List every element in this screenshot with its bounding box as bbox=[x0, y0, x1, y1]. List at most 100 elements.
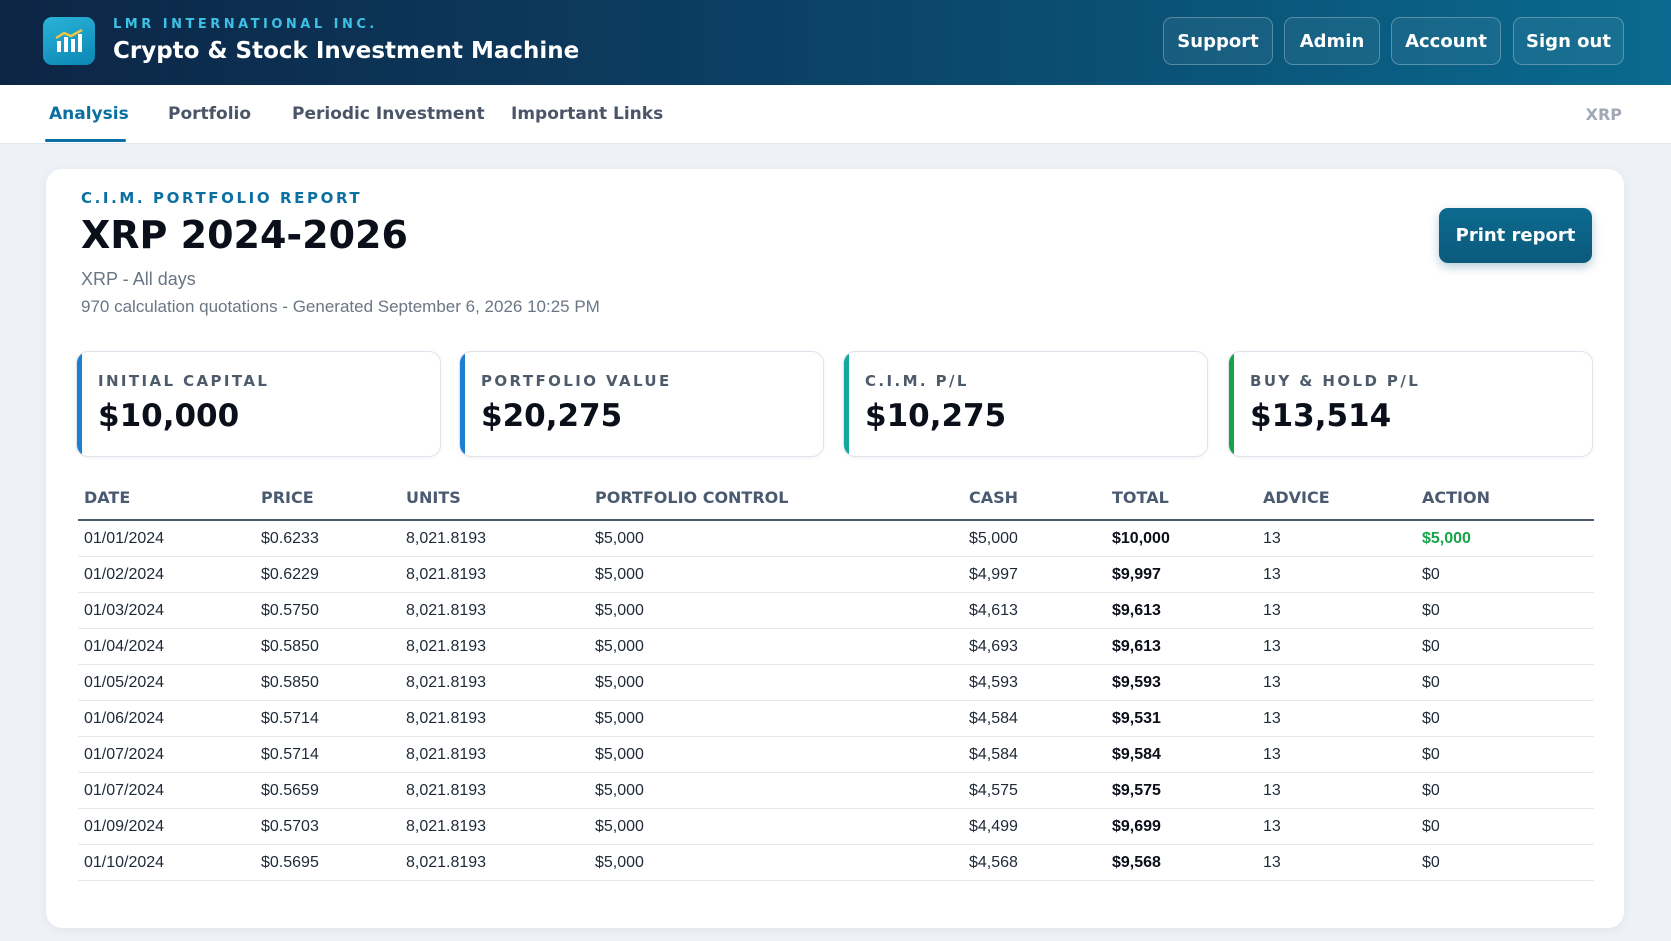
admin-button[interactable]: Admin bbox=[1284, 17, 1380, 65]
cash-cell: $5,000 bbox=[969, 530, 1018, 547]
tab-periodic-investment[interactable]: Periodic Investment bbox=[292, 104, 485, 124]
cash-cell: $4,575 bbox=[969, 782, 1018, 799]
report-eyebrow: C.I.M. PORTFOLIO REPORT bbox=[81, 189, 363, 207]
table-row: 01/01/2024 $0.6233 8,021.8193 $5,000 $5,000 $… bbox=[78, 521, 1594, 557]
stat-accent-bar bbox=[844, 352, 849, 456]
table-row: 01/02/2024 $0.6229 8,021.8193 $5,000 $4,997 $… bbox=[78, 557, 1594, 593]
tab-analysis[interactable]: Analysis bbox=[49, 104, 129, 124]
stat-label: C.I.M. P/L bbox=[865, 372, 969, 390]
advice-cell: 13 bbox=[1263, 530, 1281, 547]
col-advice-header[interactable]: ADVICE bbox=[1263, 488, 1330, 507]
advice-cell: 13 bbox=[1263, 674, 1281, 691]
bar-chart-icon[interactable] bbox=[43, 17, 95, 65]
advice-cell: 13 bbox=[1263, 746, 1281, 763]
app-title: Crypto & Stock Investment Machine bbox=[113, 38, 580, 64]
date-cell: 01/02/2024 bbox=[84, 566, 165, 583]
date-cell: 01/06/2024 bbox=[84, 710, 165, 727]
table-row: 01/07/2024 $0.5659 8,021.8193 $5,000 $4,575 $… bbox=[78, 773, 1594, 809]
action-cell: $0 bbox=[1422, 674, 1440, 691]
cash-cell: $4,997 bbox=[969, 566, 1018, 583]
units-cell: 8,021.8193 bbox=[406, 710, 487, 727]
portfolio-control-cell: $5,000 bbox=[595, 638, 644, 655]
advice-cell: 13 bbox=[1263, 638, 1281, 655]
cash-cell: $4,499 bbox=[969, 818, 1018, 835]
date-cell: 01/09/2024 bbox=[84, 818, 165, 835]
action-cell: $0 bbox=[1422, 638, 1440, 655]
report-subtitle: XRP - All days bbox=[81, 269, 196, 289]
stat-accent-bar bbox=[1229, 352, 1234, 456]
cash-cell: $4,593 bbox=[969, 674, 1018, 691]
price-cell: $0.5750 bbox=[261, 602, 319, 619]
advice-cell: 13 bbox=[1263, 566, 1281, 583]
price-cell: $0.5850 bbox=[261, 674, 319, 691]
portfolio-control-cell: $5,000 bbox=[595, 602, 644, 619]
portfolio-control-cell: $5,000 bbox=[595, 674, 644, 691]
stat-value: $10,275 bbox=[865, 398, 1007, 434]
col-cash-header[interactable]: CASH bbox=[969, 488, 1019, 507]
tab-portfolio[interactable]: Portfolio bbox=[168, 104, 252, 124]
units-cell: 8,021.8193 bbox=[406, 782, 487, 799]
portfolio-control-cell: $5,000 bbox=[595, 782, 644, 799]
stat-value: $20,275 bbox=[481, 398, 623, 434]
total-cell: $9,575 bbox=[1112, 782, 1161, 799]
date-cell: 01/07/2024 bbox=[84, 746, 165, 763]
action-cell: $0 bbox=[1422, 602, 1440, 619]
price-cell: $0.5714 bbox=[261, 746, 319, 763]
total-cell: $9,593 bbox=[1112, 674, 1161, 691]
col-date-header[interactable]: DATE bbox=[84, 488, 131, 507]
table-row: 01/10/2024 $0.5695 8,021.8193 $5,000 $4,568 $… bbox=[78, 845, 1594, 881]
col-action-header[interactable]: ACTION bbox=[1422, 488, 1490, 507]
portfolio-control-cell: $5,000 bbox=[595, 854, 644, 871]
cash-cell: $4,584 bbox=[969, 710, 1018, 727]
col-portfolio-control-header[interactable]: PORTFOLIO CONTROL bbox=[595, 488, 789, 507]
price-cell: $0.5695 bbox=[261, 854, 319, 871]
price-cell: $0.5714 bbox=[261, 710, 319, 727]
cash-cell: $4,568 bbox=[969, 854, 1018, 871]
action-cell: $5,000 bbox=[1422, 530, 1471, 547]
stat-accent-bar bbox=[77, 352, 82, 456]
active-tab-indicator bbox=[45, 139, 126, 142]
account-button[interactable]: Account bbox=[1391, 17, 1501, 65]
date-cell: 01/10/2024 bbox=[84, 854, 165, 871]
report-meta: 970 calculation quotations - Generated S… bbox=[81, 297, 600, 316]
stat-card-buy-hold-pl: BUY & HOLD P/L $13,514 bbox=[1228, 351, 1593, 457]
table-row: 01/03/2024 $0.5750 8,021.8193 $5,000 $4,613 $… bbox=[78, 593, 1594, 629]
table-row: 01/07/2024 $0.5714 8,021.8193 $5,000 $4,584 $… bbox=[78, 737, 1594, 773]
advice-cell: 13 bbox=[1263, 710, 1281, 727]
units-cell: 8,021.8193 bbox=[406, 566, 487, 583]
col-units-header[interactable]: UNITS bbox=[406, 488, 461, 507]
units-cell: 8,021.8193 bbox=[406, 854, 487, 871]
portfolio-control-cell: $5,000 bbox=[595, 818, 644, 835]
col-total-header[interactable]: TOTAL bbox=[1112, 488, 1169, 507]
total-cell: $9,584 bbox=[1112, 746, 1161, 763]
total-cell: $10,000 bbox=[1112, 530, 1170, 547]
app-header: LMR INTERNATIONAL INC. Crypto & Stock In… bbox=[0, 0, 1671, 85]
cash-cell: $4,584 bbox=[969, 746, 1018, 763]
cash-cell: $4,613 bbox=[969, 602, 1018, 619]
units-cell: 8,021.8193 bbox=[406, 638, 487, 655]
advice-cell: 13 bbox=[1263, 854, 1281, 871]
stat-card-portfolio-value: PORTFOLIO VALUE $20,275 bbox=[459, 351, 824, 457]
stat-card-initial-capital: INITIAL CAPITAL $10,000 bbox=[76, 351, 441, 457]
tab-important-links[interactable]: Important Links bbox=[511, 104, 664, 124]
sign-out-button[interactable]: Sign out bbox=[1513, 17, 1624, 65]
table-row: 01/09/2024 $0.5703 8,021.8193 $5,000 $4,499 $… bbox=[78, 809, 1594, 845]
units-cell: 8,021.8193 bbox=[406, 602, 487, 619]
stat-label: BUY & HOLD P/L bbox=[1250, 372, 1421, 390]
units-cell: 8,021.8193 bbox=[406, 530, 487, 547]
units-cell: 8,021.8193 bbox=[406, 818, 487, 835]
advice-cell: 13 bbox=[1263, 818, 1281, 835]
portfolio-control-cell: $5,000 bbox=[595, 530, 644, 547]
table-row: 01/06/2024 $0.5714 8,021.8193 $5,000 $4,584 $… bbox=[78, 701, 1594, 737]
report-table: DATE PRICE UNITS PORTFOLIO CONTROL CASH TOTAL… bbox=[78, 473, 1594, 881]
stat-label: INITIAL CAPITAL bbox=[98, 372, 270, 390]
print-report-button[interactable]: Print report bbox=[1439, 208, 1592, 263]
total-cell: $9,568 bbox=[1112, 854, 1161, 871]
price-cell: $0.5659 bbox=[261, 782, 319, 799]
price-cell: $0.5850 bbox=[261, 638, 319, 655]
support-button[interactable]: Support bbox=[1163, 17, 1273, 65]
col-price-header[interactable]: PRICE bbox=[261, 488, 314, 507]
stat-value: $13,514 bbox=[1250, 398, 1392, 434]
action-cell: $0 bbox=[1422, 566, 1440, 583]
cash-cell: $4,693 bbox=[969, 638, 1018, 655]
